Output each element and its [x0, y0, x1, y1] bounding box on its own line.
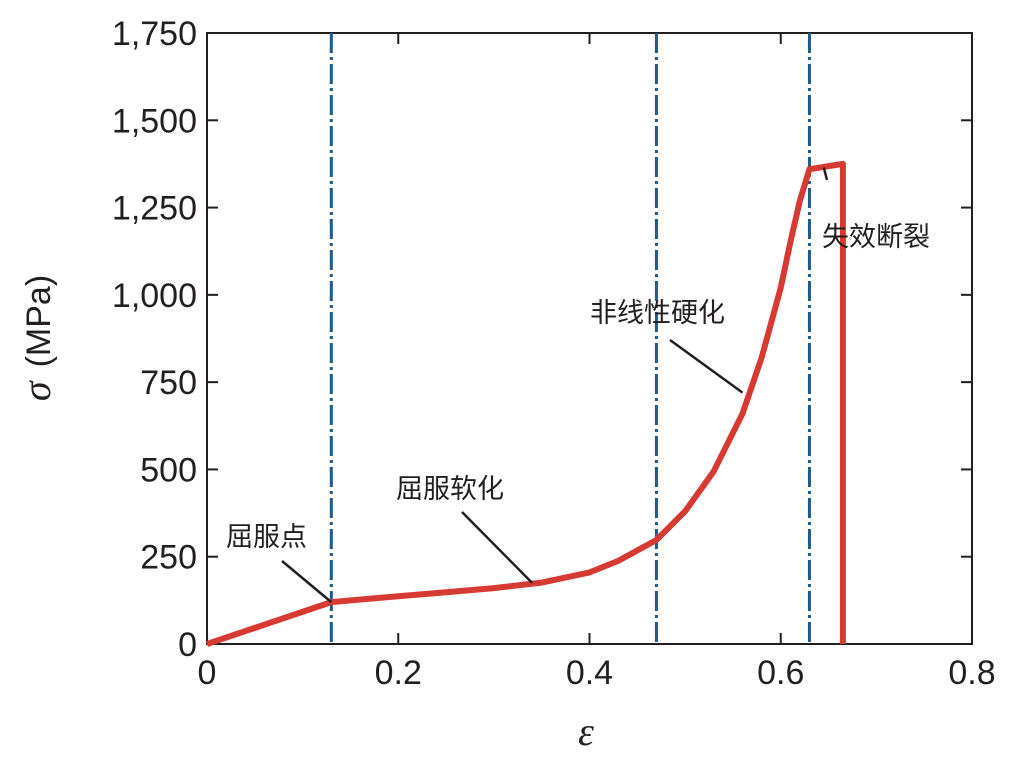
x-tick-label: 0.2 [375, 654, 422, 692]
annotation-leader-line [669, 338, 744, 394]
x-tick-label: 0.6 [757, 654, 804, 692]
annotation-leader-line [822, 167, 829, 181]
y-tick-label: 500 [140, 451, 197, 489]
y-axis-unit: (MPa) [20, 275, 58, 368]
y-tick-label: 750 [140, 364, 197, 402]
y-tick-label: 1,500 [112, 102, 197, 140]
annotation-failure-fracture: 失效断裂 [822, 222, 930, 253]
annotation-leader-line [461, 511, 534, 584]
y-tick-label: 1,250 [112, 190, 197, 228]
x-tick-label: 0.8 [948, 654, 995, 692]
phase-divider-lines [329, 33, 811, 644]
x-axis-ticks: 0 0.2 0.4 0.6 0.8 [198, 33, 996, 692]
y-axis-title: σ (MPa) [14, 275, 59, 401]
y-axis-symbol: σ [14, 380, 59, 401]
annotation-yield-softening: 屈服软化 [396, 474, 504, 505]
annotation-leader-line [281, 560, 333, 604]
annotation-leader-lines [281, 167, 829, 604]
series-line [206, 160, 846, 647]
plot-frame [206, 32, 973, 645]
x-tick-label: 0.4 [566, 654, 613, 692]
x-tick-label: 0 [198, 654, 217, 692]
y-tick-label: 0 [178, 626, 197, 664]
x-axis-title: ε [578, 709, 594, 754]
annotation-nonlinear-hardening: 非线性硬化 [590, 298, 725, 329]
y-tick-label: 1,750 [112, 15, 197, 53]
annotation-yield-point: 屈服点 [226, 522, 307, 553]
y-axis-ticks: 0 250 500 750 1,000 1,250 1,500 1,750 [112, 15, 972, 664]
y-tick-label: 1,000 [112, 277, 197, 315]
stress-strain-curve [206, 160, 846, 647]
y-tick-label: 250 [140, 539, 197, 577]
